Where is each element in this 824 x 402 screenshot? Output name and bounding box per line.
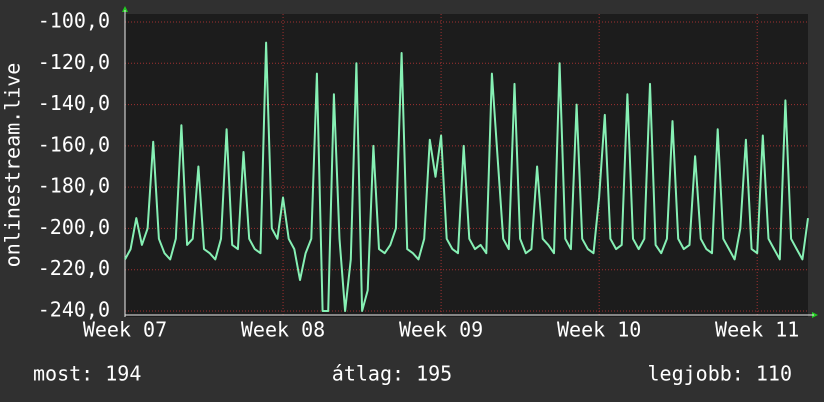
y-tick-label: -140,0: [38, 91, 110, 115]
line: [124, 41, 809, 312]
x-tick-label: Week 11: [715, 318, 799, 342]
x-tick-label: Week 08: [241, 318, 325, 342]
y-tick-label: -200,0: [38, 215, 110, 239]
x-tick-label: Week 09: [399, 318, 483, 342]
axis-arrow: [812, 312, 818, 318]
y-tick-label: -180,0: [38, 174, 110, 198]
y-tick-label: -120,0: [38, 50, 110, 74]
y-axis-label: onlinestream.live: [1, 63, 25, 268]
y-tick-label: -100,0: [38, 9, 110, 33]
y-tick-label: -220,0: [38, 256, 110, 280]
footer-stat: legjobb: 110: [648, 362, 793, 386]
footer-stat: most: 194: [33, 362, 141, 386]
x-tick-label: Week 10: [557, 318, 641, 342]
footer-stat: átlag: 195: [332, 362, 452, 386]
axis-arrow: [122, 6, 128, 12]
y-tick-label: -240,0: [38, 298, 110, 322]
y-tick-label: -160,0: [38, 132, 110, 156]
x-tick-label: Week 07: [83, 318, 167, 342]
